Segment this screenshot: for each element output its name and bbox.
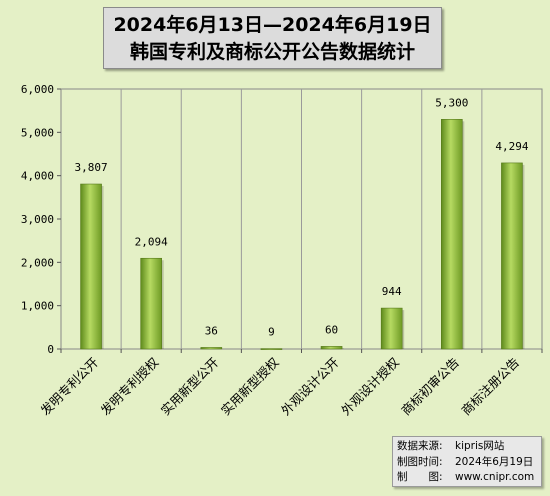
bar (80, 183, 102, 350)
data-label: 9 (268, 326, 275, 339)
source-time-value: 2024年6月19日 (455, 455, 534, 468)
bar (200, 347, 223, 350)
data-label: 2,094 (135, 235, 168, 248)
y-tick-label: 2,000 (21, 256, 54, 269)
x-tick-label: 外观设计公开 (278, 355, 342, 419)
bar (441, 119, 463, 350)
data-label: 4,294 (495, 140, 528, 153)
bar (501, 162, 523, 350)
x-tick-label: 发明专利授权 (98, 354, 162, 418)
y-tick-label: 0 (47, 343, 54, 356)
data-label: 60 (325, 323, 338, 336)
source-row-map: 制 图: www.cnipr.com (397, 470, 541, 486)
bar (380, 307, 403, 350)
source-row-time: 制图时间: 2024年6月19日 (397, 455, 541, 471)
source-map-label: 制 图: (397, 471, 443, 483)
x-tick-label: 实用新型公开 (158, 355, 222, 419)
y-tick-label: 4,000 (21, 170, 54, 183)
chart-title: 2024年6月13日—2024年6月19日 (113, 14, 432, 36)
data-label: 36 (205, 324, 218, 337)
y-tick-label: 1,000 (21, 300, 54, 313)
x-tick-label: 发明专利公开 (38, 355, 102, 419)
y-tick-label: 5,000 (21, 126, 54, 139)
data-label: 944 (382, 285, 402, 298)
x-tick-label: 实用新型授权 (218, 354, 282, 418)
source-row-data: 数据来源: kipris网站 (397, 439, 541, 455)
x-tick-label: 商标初审公告 (398, 355, 462, 419)
x-tick-label: 商标注册公告 (458, 355, 522, 419)
y-tick-label: 6,000 (21, 83, 54, 96)
source-time-label: 制图时间: (397, 455, 443, 468)
y-tick-label: 3,000 (21, 213, 54, 226)
source-data-label: 数据来源: (397, 440, 443, 452)
data-label: 5,300 (435, 96, 468, 109)
bar (320, 346, 343, 350)
data-label: 3,807 (75, 161, 108, 174)
source-map-value: www.cnipr.com (455, 471, 535, 483)
bar (260, 348, 283, 350)
x-tick-label: 外观设计授权 (338, 354, 402, 418)
chart-title-box: 2024年6月13日—2024年6月19日 韩国专利及商标公开公告数据统计 (103, 7, 442, 69)
bar (140, 257, 162, 350)
source-box: 数据来源: kipris网站 制图时间: 2024年6月19日 制 图: www.cn… (392, 436, 542, 487)
chart-subtitle: 韩国专利及商标公开公告数据统计 (129, 41, 415, 63)
source-data-value: kipris网站 (455, 440, 505, 452)
